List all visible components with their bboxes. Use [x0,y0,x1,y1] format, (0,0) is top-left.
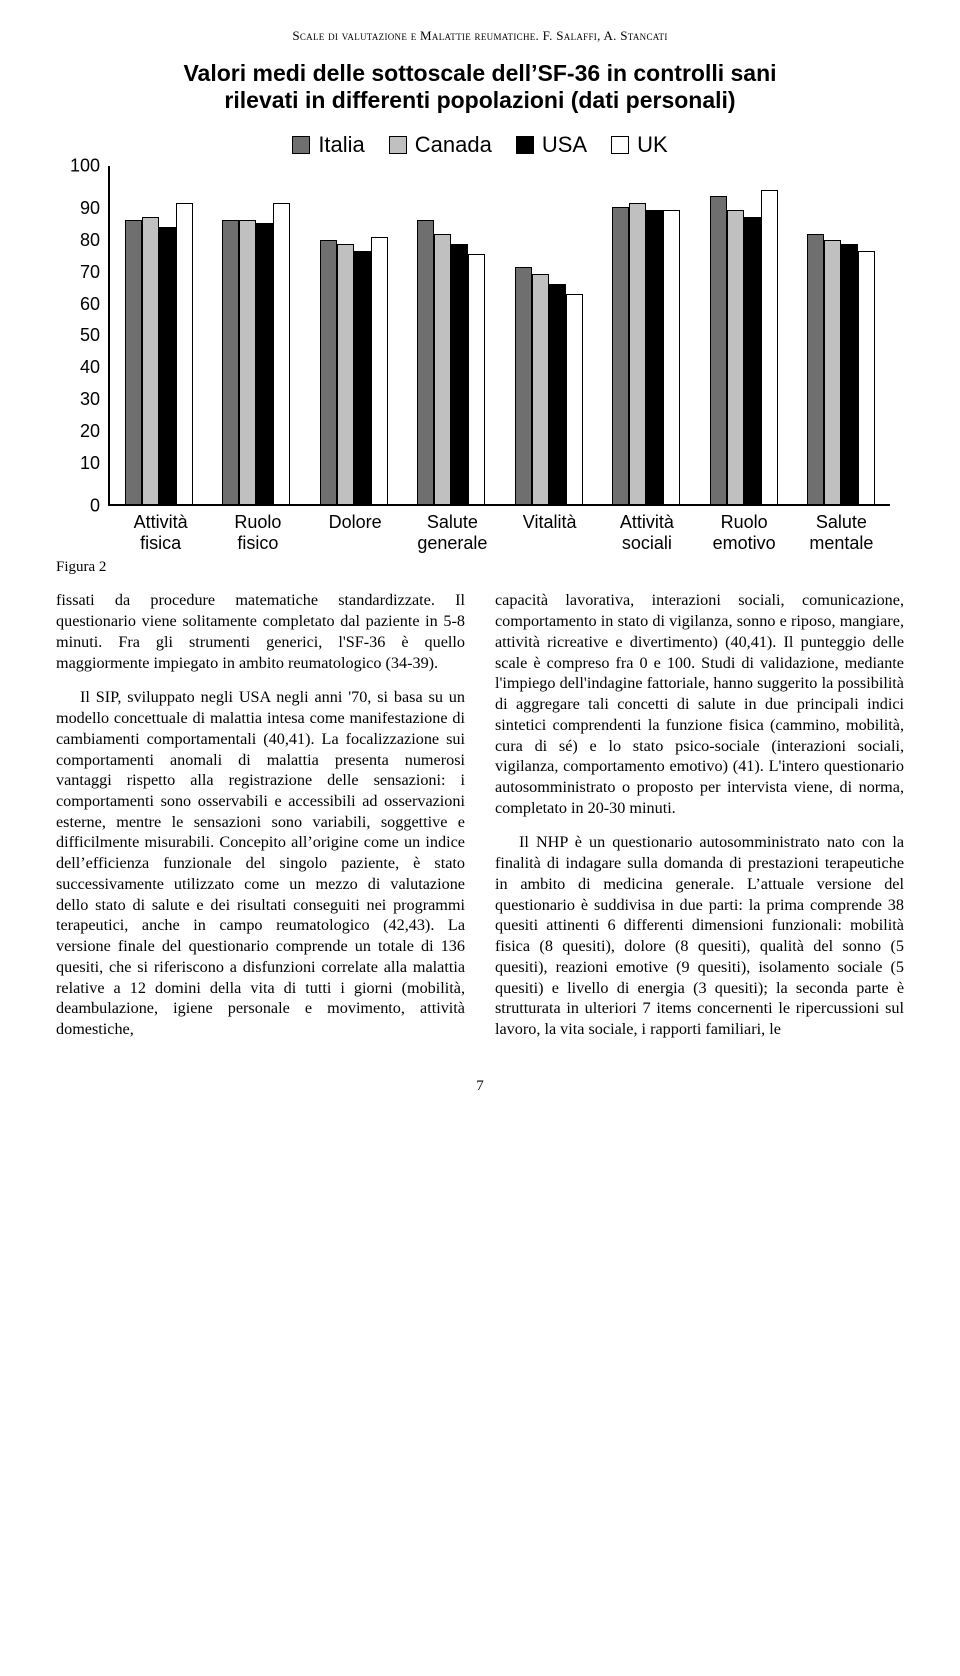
chart-title-line2: rilevati in differenti popolazioni (dati… [224,87,735,113]
bar [434,234,451,504]
bar-group [110,166,208,504]
bar-group [403,166,501,504]
bar [159,227,176,504]
bar [371,237,388,504]
legend-label: Canada [415,132,492,158]
y-tick-label: 30 [80,389,100,410]
running-head: Scale di valutazione e Malattie reumatic… [56,28,904,44]
x-tick-label: Salute generale [404,512,501,553]
y-tick-label: 40 [80,357,100,378]
legend-label: Italia [318,132,364,158]
figure-caption: Figura 2 [56,559,904,576]
legend-item: Italia [292,132,364,158]
bar [549,284,566,504]
x-tick-label: Attività sociali [598,512,695,553]
page-number: 7 [56,1078,904,1095]
bar-group [208,166,306,504]
bar [337,244,354,504]
y-tick-label: 90 [80,198,100,219]
x-tick-label: Salute mentale [793,512,890,553]
x-tick-label: Vitalità [501,512,598,553]
bar-chart: 1009080706050403020100 [70,166,890,506]
legend-swatch [389,136,407,154]
x-tick-label: Ruolo emotivo [696,512,793,553]
bar-group [793,166,891,504]
legend-item: Canada [389,132,492,158]
bar [468,254,485,504]
paragraph: capacità lavorativa, interazioni sociali… [495,590,904,818]
bar [629,203,646,504]
y-tick-label: 60 [80,294,100,315]
bar [532,274,549,504]
paragraph: fissati da procedure matematiche standar… [56,590,465,673]
x-tick-label: Dolore [307,512,404,553]
x-tick-label: Attività fisica [112,512,209,553]
legend-label: UK [637,132,668,158]
bar-group [500,166,598,504]
paragraph: Il NHP è un questionario autosomministra… [495,832,904,1039]
bar [710,196,727,504]
y-axis: 1009080706050403020100 [70,166,108,506]
bar [646,210,663,504]
y-tick-label: 70 [80,262,100,283]
bar [841,244,858,504]
bar-group [598,166,696,504]
chart-title: Valori medi delle sottoscale dell’SF-36 … [56,60,904,114]
bar [142,217,159,504]
y-tick-label: 100 [70,156,100,177]
bar [417,220,434,504]
y-tick-label: 20 [80,421,100,442]
bar [566,294,583,504]
y-tick-label: 0 [90,495,100,516]
bar-group [305,166,403,504]
body-columns: fissati da procedure matematiche standar… [56,590,904,1053]
bar [515,267,532,504]
legend-swatch [611,136,629,154]
x-tick-label: Ruolo fisico [209,512,306,553]
legend-item: USA [516,132,587,158]
bar [273,203,290,504]
bar [663,210,680,504]
y-tick-label: 80 [80,230,100,251]
legend-swatch [292,136,310,154]
y-tick-label: 10 [80,453,100,474]
bar [807,234,824,504]
bar [727,210,744,504]
bar [320,240,337,504]
legend-item: UK [611,132,668,158]
legend-swatch [516,136,534,154]
bar [125,220,142,504]
paragraph: Il SIP, sviluppato negli USA negli anni … [56,687,465,1039]
y-tick-label: 50 [80,325,100,346]
bar [354,251,371,505]
bar [824,240,841,504]
bar [176,203,193,504]
legend-label: USA [542,132,587,158]
x-axis-labels: Attività fisicaRuolo fisicoDoloreSalute … [70,512,890,553]
bar [451,244,468,504]
plot-area [108,166,890,506]
bar [761,190,778,504]
bar-group [695,166,793,504]
bar [256,223,273,504]
bar [222,220,239,504]
chart-legend: Italia Canada USA UK [56,132,904,158]
chart-title-line1: Valori medi delle sottoscale dell’SF-36 … [183,60,776,86]
bar [612,207,629,504]
bar [744,217,761,504]
bar [239,220,256,504]
bar [858,251,875,505]
